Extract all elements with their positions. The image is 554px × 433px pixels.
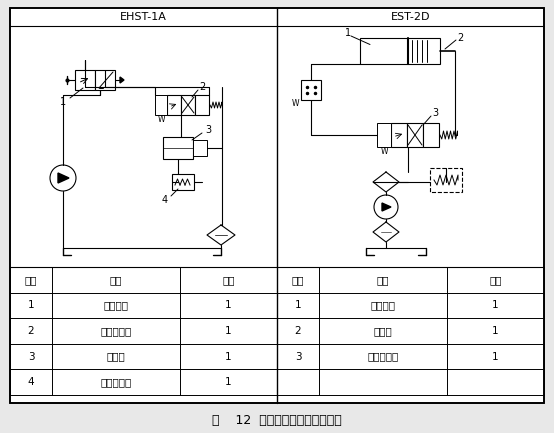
Bar	[155, 95, 167, 115]
Bar	[423, 123, 439, 147]
Text: 名称: 名称	[110, 275, 122, 285]
Text: 1: 1	[28, 301, 34, 310]
Polygon shape	[58, 173, 69, 183]
Bar	[193, 140, 207, 156]
Text: 2: 2	[295, 326, 301, 336]
Text: EHST-1A: EHST-1A	[120, 12, 167, 22]
Bar	[301, 80, 321, 100]
Text: 1: 1	[225, 326, 232, 336]
Text: 3: 3	[295, 352, 301, 362]
Text: 名称: 名称	[377, 275, 389, 285]
Bar	[181, 95, 195, 115]
Text: W: W	[157, 116, 165, 125]
Circle shape	[374, 195, 398, 219]
Text: 1: 1	[492, 326, 499, 336]
Text: 帽形制动器: 帽形制动器	[100, 377, 132, 387]
Text: 数量: 数量	[222, 275, 235, 285]
Text: 压力开关: 压力开关	[371, 301, 396, 310]
Bar	[430, 168, 462, 192]
Text: EST-2D: EST-2D	[391, 12, 430, 22]
Text: 2: 2	[457, 33, 463, 43]
Text: 制动电磁阀: 制动电磁阀	[367, 352, 399, 362]
Bar	[75, 70, 95, 90]
Polygon shape	[120, 77, 124, 83]
Text: 2: 2	[199, 82, 205, 92]
Text: 1: 1	[225, 377, 232, 387]
Bar	[407, 123, 423, 147]
Text: 序号: 序号	[25, 275, 37, 285]
Bar	[195, 95, 209, 115]
Text: 1: 1	[492, 352, 499, 362]
Bar	[391, 123, 407, 147]
Bar	[360, 38, 440, 64]
Text: 数量: 数量	[489, 275, 502, 285]
Text: 制动电磁阀: 制动电磁阀	[100, 326, 132, 336]
Text: 制动缸: 制动缸	[373, 326, 392, 336]
Bar	[167, 95, 181, 115]
Text: 1: 1	[492, 301, 499, 310]
Text: 1: 1	[60, 97, 66, 107]
Bar	[163, 137, 193, 159]
Text: 2: 2	[28, 326, 34, 336]
Text: 3: 3	[28, 352, 34, 362]
Bar	[172, 174, 194, 190]
Text: 序号: 序号	[292, 275, 304, 285]
Text: 4: 4	[28, 377, 34, 387]
Bar	[95, 70, 115, 90]
Text: 1: 1	[295, 301, 301, 310]
Polygon shape	[382, 203, 391, 211]
Text: 4: 4	[162, 195, 168, 205]
Text: 增压器: 增压器	[106, 352, 125, 362]
Text: 3: 3	[205, 125, 211, 135]
Text: 图    12  停车制动回路组成示意图: 图 12 停车制动回路组成示意图	[212, 414, 342, 427]
Text: 1: 1	[345, 28, 351, 38]
Text: W: W	[381, 148, 388, 156]
Circle shape	[50, 165, 76, 191]
Text: 手制动阀: 手制动阀	[104, 301, 129, 310]
Text: 1: 1	[225, 352, 232, 362]
Text: W: W	[291, 100, 299, 109]
Text: 3: 3	[432, 108, 438, 118]
Bar	[377, 123, 391, 147]
Text: 1: 1	[225, 301, 232, 310]
